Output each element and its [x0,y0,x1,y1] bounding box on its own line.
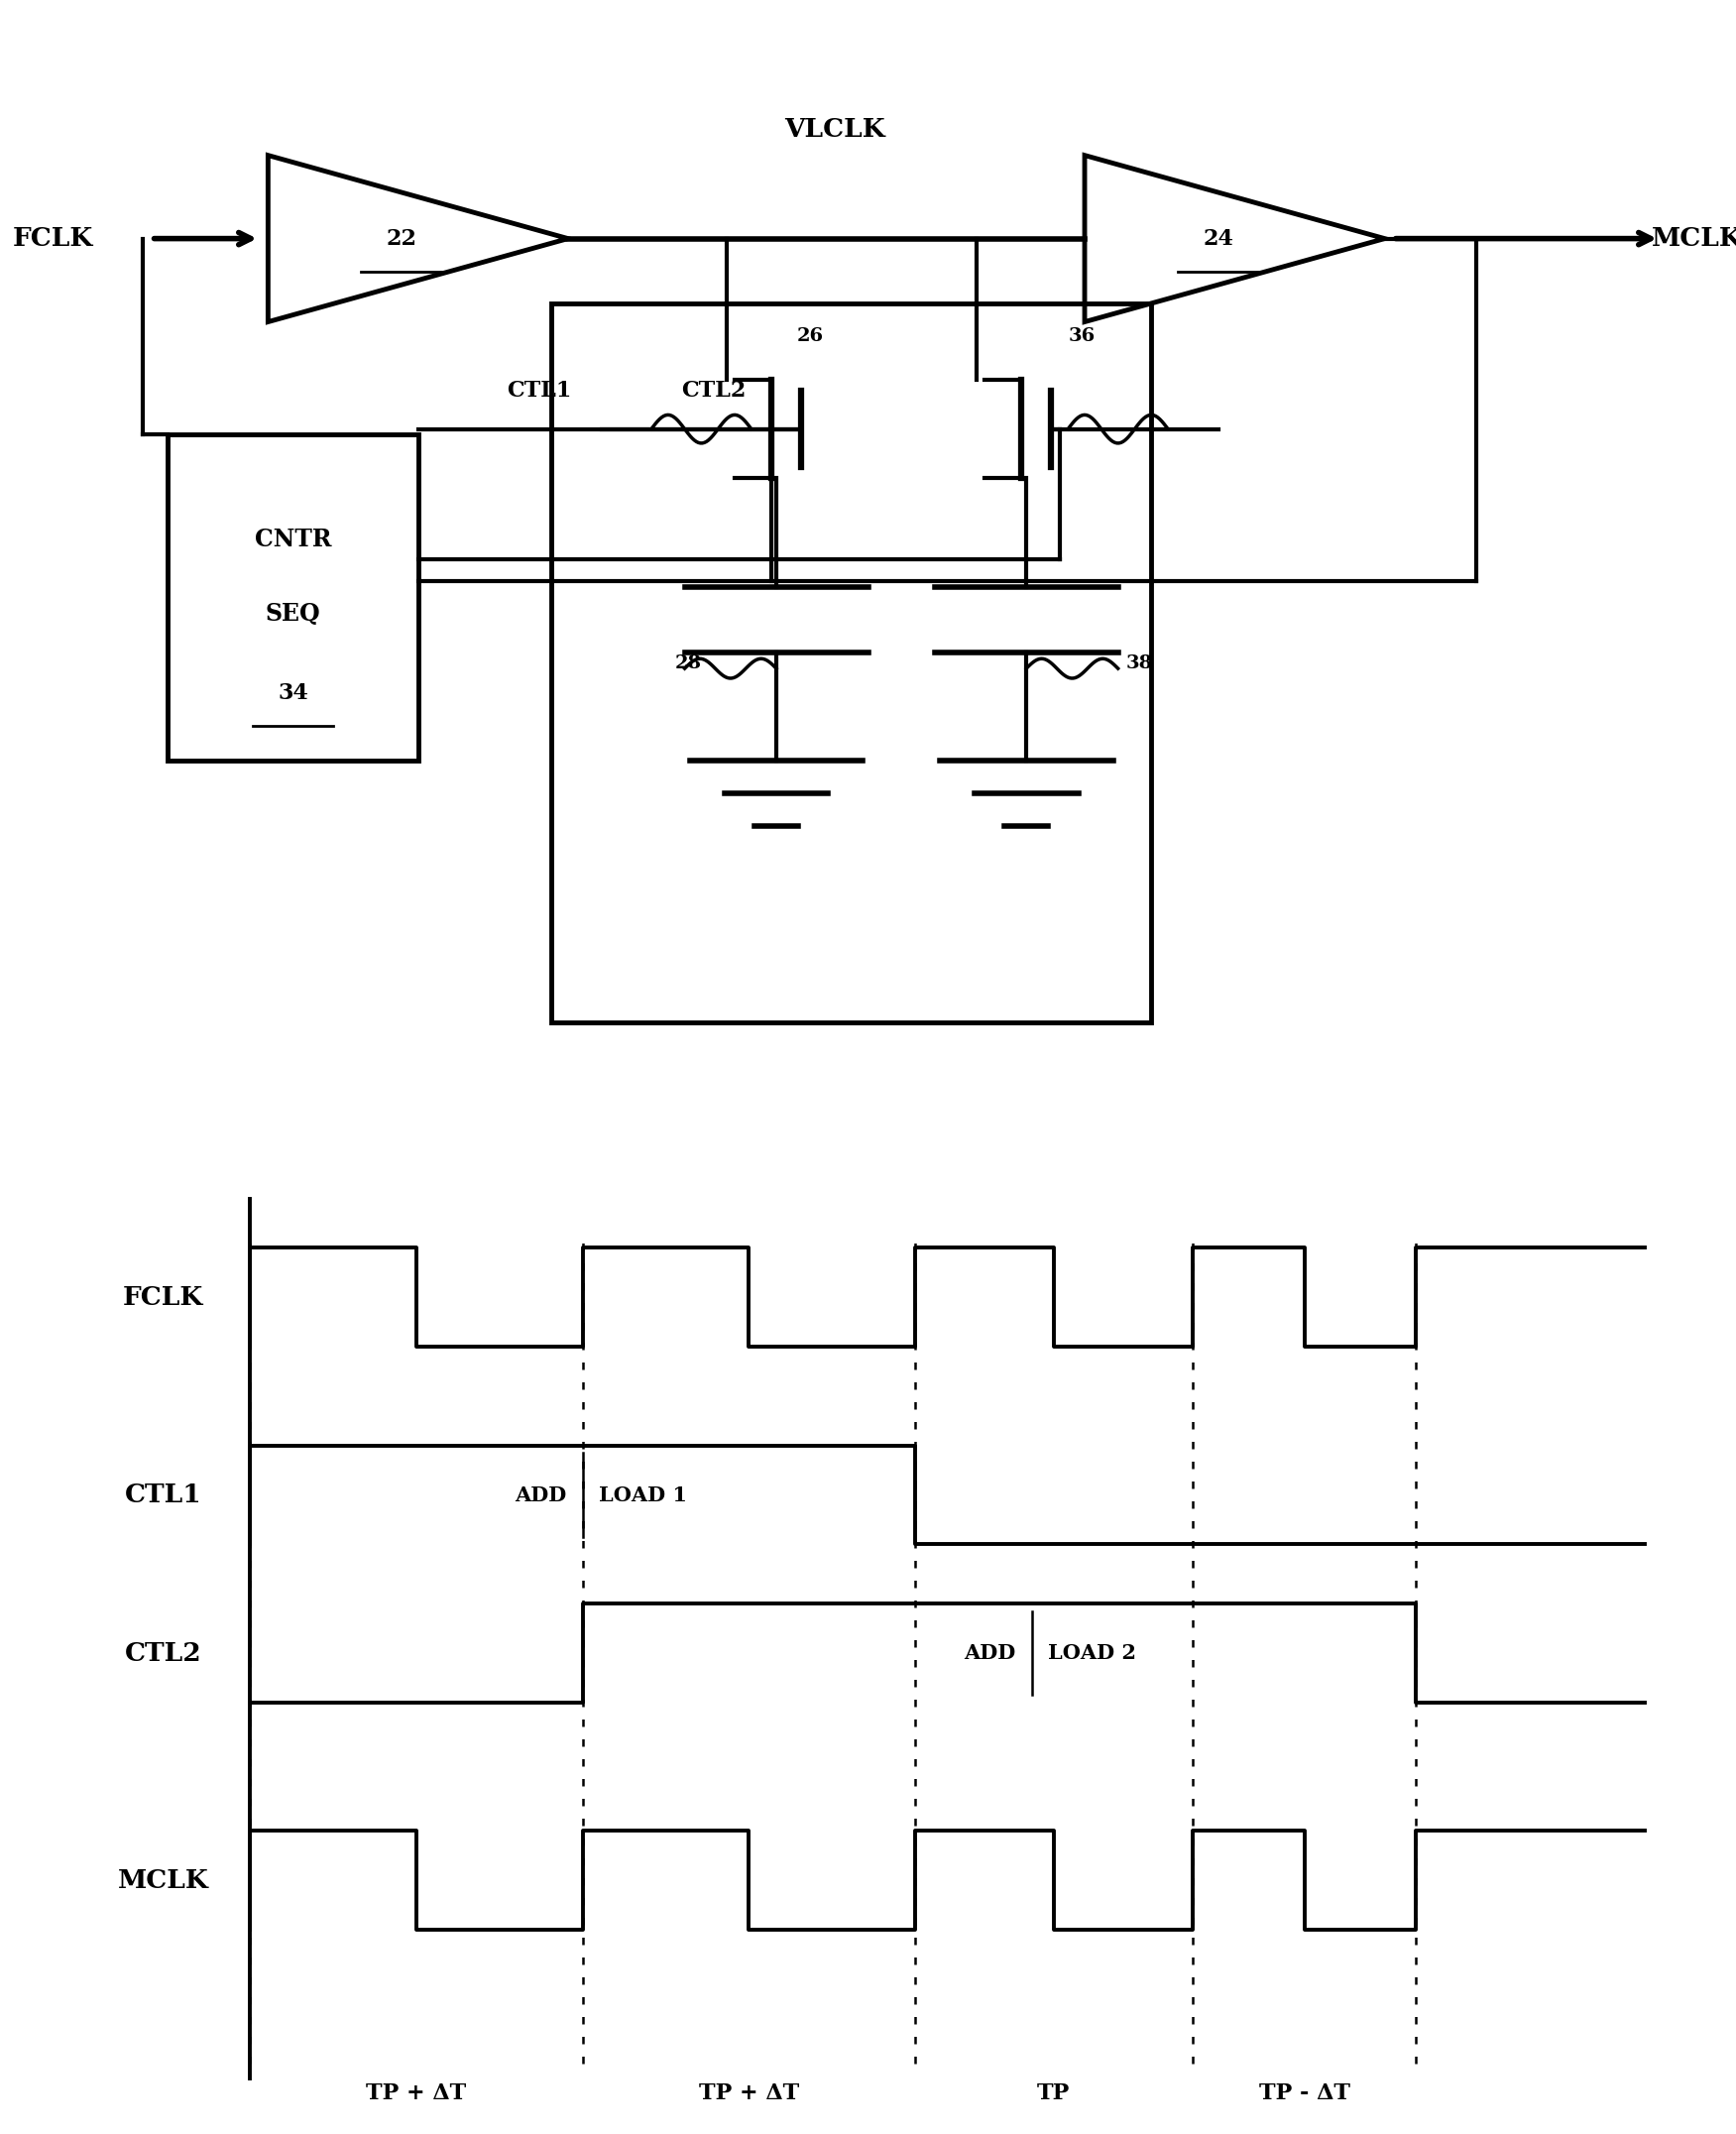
Text: MCLK: MCLK [1651,226,1736,252]
Text: CNTR: CNTR [255,527,332,551]
Text: TP + ΔT: TP + ΔT [366,2083,467,2104]
Text: CTL1: CTL1 [125,1483,201,1507]
Text: CTL2: CTL2 [125,1641,201,1665]
Text: TP: TP [1036,2083,1069,2104]
Text: 34: 34 [278,683,309,704]
Text: LOAD 1: LOAD 1 [599,1485,687,1504]
Text: TP - ΔT: TP - ΔT [1259,2083,1351,2104]
Text: 26: 26 [797,329,823,346]
Text: ADD: ADD [963,1643,1016,1662]
Text: 28: 28 [675,655,701,672]
Text: FCLK: FCLK [123,1285,203,1310]
Text: FCLK: FCLK [12,226,94,252]
Text: CTL1: CTL1 [507,380,571,401]
Text: 38: 38 [1127,655,1153,672]
Text: LOAD 2: LOAD 2 [1049,1643,1137,1662]
Bar [552,303,1151,1022]
Bar [168,435,418,762]
Text: VLCLK: VLCLK [785,117,885,143]
Text: ADD: ADD [514,1485,566,1504]
Text: 24: 24 [1203,228,1233,250]
Text: SEQ: SEQ [266,602,321,625]
Text: CTL2: CTL2 [682,380,746,401]
Text: 36: 36 [1068,329,1095,346]
Text: 22: 22 [385,228,417,250]
Text: MCLK: MCLK [118,1867,208,1893]
Text: TP + ΔT: TP + ΔT [698,2083,799,2104]
